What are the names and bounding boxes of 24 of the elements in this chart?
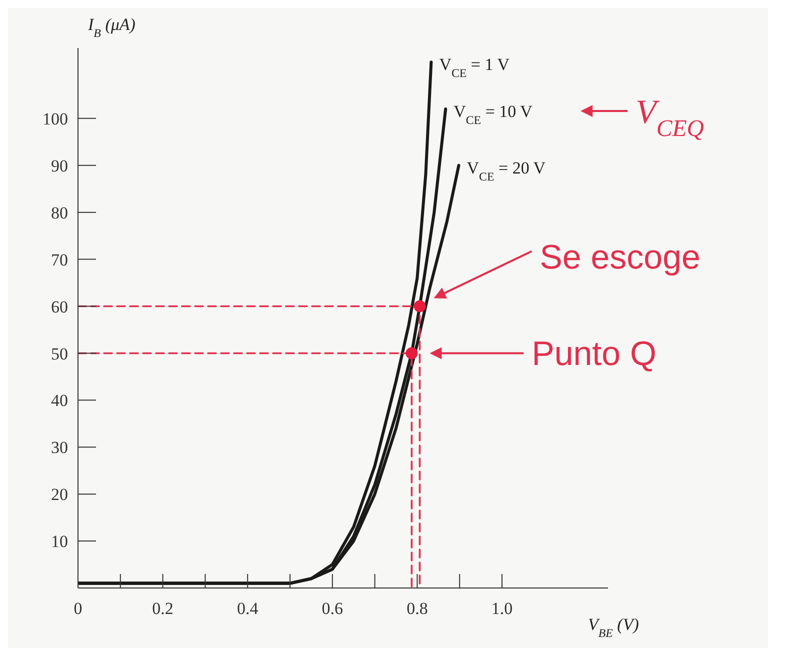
x-tick-label: 0.2 xyxy=(152,599,174,618)
y-tick-label: 20 xyxy=(51,485,68,504)
y-tick-label: 90 xyxy=(51,156,68,176)
series-label: V$_{CE}$ = 10 V xyxy=(454,102,534,128)
x-tick-label: 0.4 xyxy=(236,599,259,618)
y-tick-label: 60 xyxy=(51,297,68,316)
series-label: V$_{CE}$ = 1 V xyxy=(439,55,510,80)
x-tick-label: 0.6 xyxy=(322,599,344,618)
y-tick-label: 30 xyxy=(51,438,68,458)
y-tick-label: 50 xyxy=(51,344,68,364)
x-tick-label: 1.0 xyxy=(491,599,513,618)
y-tick-label: 40 xyxy=(51,391,68,410)
y-tick-label: 100 xyxy=(42,109,68,128)
y-tick-label: 80 xyxy=(51,203,68,222)
x-tick-label: 0.8 xyxy=(406,599,428,618)
series-label: V$_{CE}$ = 20 V xyxy=(466,158,546,184)
annotation: Se escoge xyxy=(540,238,700,276)
y-tick-label: 70 xyxy=(51,250,68,270)
x-tick-label: 0 xyxy=(74,599,82,618)
x-axis-title: V$_{BE}$ (V) xyxy=(588,615,640,640)
annotation: Punto Q xyxy=(532,335,656,374)
y-axis-title: I$_{B}$ (μA) xyxy=(87,15,136,40)
text: V$_{CEQ}$ xyxy=(636,94,704,142)
y-tick-label: 10 xyxy=(51,532,68,552)
